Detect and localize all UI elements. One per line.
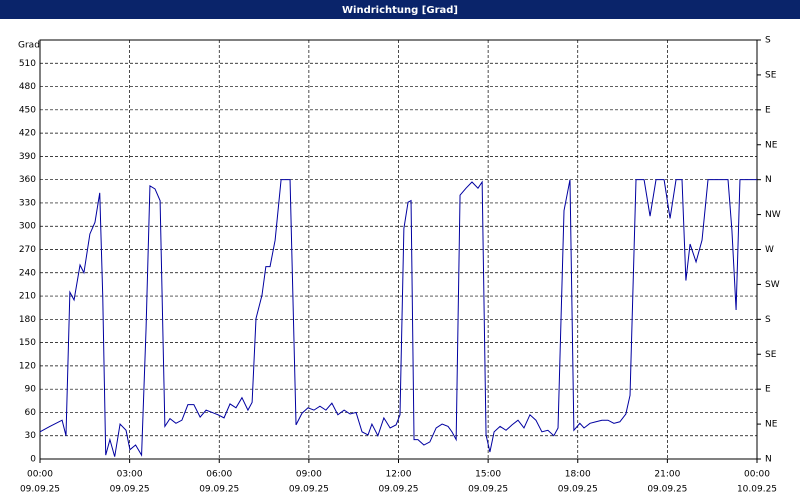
title-bar <box>0 0 800 19</box>
y-tick-label: 60 <box>25 408 37 418</box>
y2-tick-label: S <box>765 315 771 325</box>
x-tick-date: 10.09.25 <box>737 485 777 495</box>
y2-tick-label: NW <box>765 210 781 220</box>
chart-title: Windrichtung [Grad] <box>342 5 458 16</box>
x-tick-label: 09:00 <box>296 470 322 480</box>
y-axis-label: Grad <box>18 41 40 51</box>
y-tick-label: 390 <box>19 152 36 162</box>
y2-tick-label: SW <box>765 280 780 290</box>
y2-tick-label: NE <box>765 140 778 150</box>
x-tick-date: 09.09.25 <box>199 485 239 495</box>
x-tick-date: 09.09.25 <box>468 485 508 495</box>
y-tick-label: 30 <box>25 431 37 441</box>
x-tick-date: 09.09.25 <box>647 485 687 495</box>
y2-tick-label: SE <box>765 70 777 80</box>
y-tick-label: 330 <box>19 198 36 208</box>
y2-tick-label: S <box>765 36 771 46</box>
y-tick-label: 120 <box>19 361 36 371</box>
y-tick-label: 300 <box>19 222 36 232</box>
x-tick-date: 09.09.25 <box>378 485 418 495</box>
y2-tick-label: E <box>765 385 771 395</box>
y2-tick-label: E <box>765 105 771 115</box>
y-tick-label: 210 <box>19 292 36 302</box>
y-tick-label: 150 <box>19 338 36 348</box>
y-tick-label: 510 <box>19 59 36 69</box>
y-tick-label: 480 <box>19 82 36 92</box>
x-tick-label: 15:00 <box>475 470 501 480</box>
y2-tick-label: W <box>765 245 774 255</box>
y-tick-label: 360 <box>19 175 36 185</box>
y-tick-label: 90 <box>25 385 37 395</box>
y-tick-label: 420 <box>19 129 36 139</box>
x-tick-date: 09.09.25 <box>558 485 598 495</box>
x-tick-date: 09.09.25 <box>289 485 329 495</box>
y-tick-label: 450 <box>19 105 36 115</box>
x-tick-label: 03:00 <box>117 470 143 480</box>
x-tick-date: 09.09.25 <box>20 485 60 495</box>
plot-frame <box>39 39 758 460</box>
x-tick-label: 06:00 <box>206 470 232 480</box>
x-tick-label: 12:00 <box>386 470 412 480</box>
data-line <box>39 179 757 457</box>
y2-tick-label: N <box>765 175 772 185</box>
x-tick-label: 18:00 <box>565 470 591 480</box>
y-tick-label: 270 <box>19 245 36 255</box>
y-tick-label: 240 <box>19 268 36 278</box>
y2-tick-label: SE <box>765 350 777 360</box>
x-tick-date: 09.09.25 <box>110 485 150 495</box>
y2-tick-label: NE <box>765 420 778 430</box>
x-tick-label: 21:00 <box>654 470 680 480</box>
x-tick-label: 00:00 <box>744 470 770 480</box>
y-tick-label: 180 <box>19 315 36 325</box>
y-tick-label: 0 <box>30 455 36 465</box>
x-tick-label: 00:00 <box>27 470 53 480</box>
y2-tick-label: N <box>765 455 772 465</box>
